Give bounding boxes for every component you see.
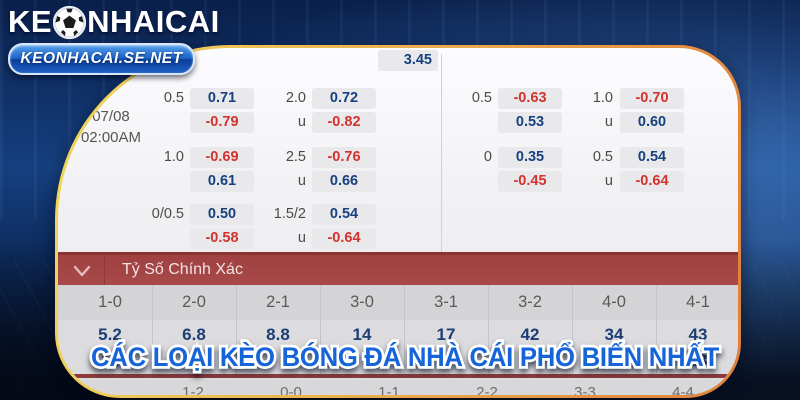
odd-cell[interactable]: -0.82 — [312, 112, 376, 133]
score-header[interactable]: 0-0 — [280, 384, 302, 395]
handicap-line: 0/0.5 — [151, 206, 184, 222]
score-header[interactable]: 4-4 — [672, 384, 694, 395]
score-header[interactable]: 4-1 — [686, 293, 710, 311]
score-header[interactable]: 3-1 — [434, 293, 458, 311]
brand-logo[interactable]: KE NHAICAI KEONHACAI.SE.NET — [8, 4, 220, 75]
partial-score-row: 1-2 0-0 1-1 2-2 3-3 4-4 — [58, 380, 738, 395]
score-header[interactable]: 2-2 — [476, 384, 498, 395]
score-header[interactable]: 3-2 — [518, 293, 542, 311]
top-odd-cell[interactable]: 3.45 — [378, 50, 438, 71]
odd-cell[interactable]: -0.64 — [620, 171, 684, 192]
chevron-down-icon[interactable] — [72, 263, 92, 279]
score-header[interactable]: 1-1 — [378, 384, 400, 395]
soccer-ball-icon — [53, 5, 87, 39]
odd-cell[interactable]: -0.76 — [312, 147, 376, 168]
odd-cell[interactable]: 0.50 — [190, 204, 254, 225]
handicap-line: 0.5 — [163, 90, 184, 106]
ou-line: 0.5 — [592, 149, 613, 165]
odd-cell[interactable]: 0.53 — [498, 112, 562, 133]
promo-banner-text: CÁC LOẠI KÈO BÓNG ĐÁ NHÀ CÁI PHỔ BIẾN NH… — [91, 341, 720, 372]
odd-cell[interactable]: 0.61 — [190, 171, 254, 192]
ou-line: 1.0 — [592, 90, 613, 106]
ou-line: 1.5/2 — [273, 206, 306, 222]
logo-text-post: NHAICAI — [87, 4, 220, 39]
score-header[interactable]: 4-0 — [602, 293, 626, 311]
odd-cell[interactable]: 0.72 — [312, 88, 376, 109]
score-header[interactable]: 2-0 — [182, 293, 206, 311]
logo-text: KE NHAICAI — [8, 4, 220, 40]
odd-cell[interactable]: -0.45 — [498, 171, 562, 192]
score-header[interactable]: 1-2 — [182, 384, 204, 395]
section-title: Tỷ Số Chính Xác — [122, 261, 243, 278]
correct-score-section-bar[interactable]: Tỷ Số Chính Xác — [58, 252, 738, 285]
odd-cell[interactable]: -0.58 — [190, 228, 254, 249]
score-header[interactable]: 2-1 — [266, 293, 290, 311]
odd-cell[interactable]: 0.66 — [312, 171, 376, 192]
ou-line: 2.5 — [285, 149, 306, 165]
under-label: u — [297, 230, 306, 246]
odd-cell[interactable]: 0.54 — [312, 204, 376, 225]
match-hour: 02:00AM — [80, 129, 142, 146]
match-time: 07/08 02:00AM — [60, 106, 162, 148]
odd-cell[interactable]: -0.69 — [190, 147, 254, 168]
odd-cell[interactable]: -0.64 — [312, 228, 376, 249]
odd-cell[interactable]: 0.71 — [190, 88, 254, 109]
ou-line: 2.0 — [285, 90, 306, 106]
handicap-line: 1.0 — [163, 149, 184, 165]
odd-cell[interactable]: 0.35 — [498, 147, 562, 168]
score-header[interactable]: 3-0 — [350, 293, 374, 311]
under-label: u — [604, 114, 613, 130]
match-date: 07/08 — [92, 108, 130, 125]
logo-text-pre: KE — [8, 4, 53, 39]
site-url-label: KEONHACAI.SE.NET — [20, 50, 183, 67]
handicap-line: 0 — [483, 149, 492, 165]
under-label: u — [297, 173, 306, 189]
odd-cell[interactable]: 0.60 — [620, 112, 684, 133]
odd-cell[interactable]: -0.63 — [498, 88, 562, 109]
handicap-line: 0.5 — [471, 90, 492, 106]
odd-cell[interactable]: -0.79 — [190, 112, 254, 133]
under-label: u — [604, 173, 613, 189]
bar-divider — [104, 255, 105, 285]
odd-cell[interactable]: -0.70 — [620, 88, 684, 109]
promo-banner: CÁC LOẠI KÈO BÓNG ĐÁ NHÀ CÁI PHỔ BIẾN NH… — [88, 338, 723, 375]
under-label: u — [297, 114, 306, 130]
site-url-button[interactable]: KEONHACAI.SE.NET — [8, 43, 195, 75]
score-header[interactable]: 1-0 — [98, 293, 122, 311]
score-header[interactable]: 3-3 — [574, 384, 596, 395]
odd-cell[interactable]: 0.54 — [620, 147, 684, 168]
